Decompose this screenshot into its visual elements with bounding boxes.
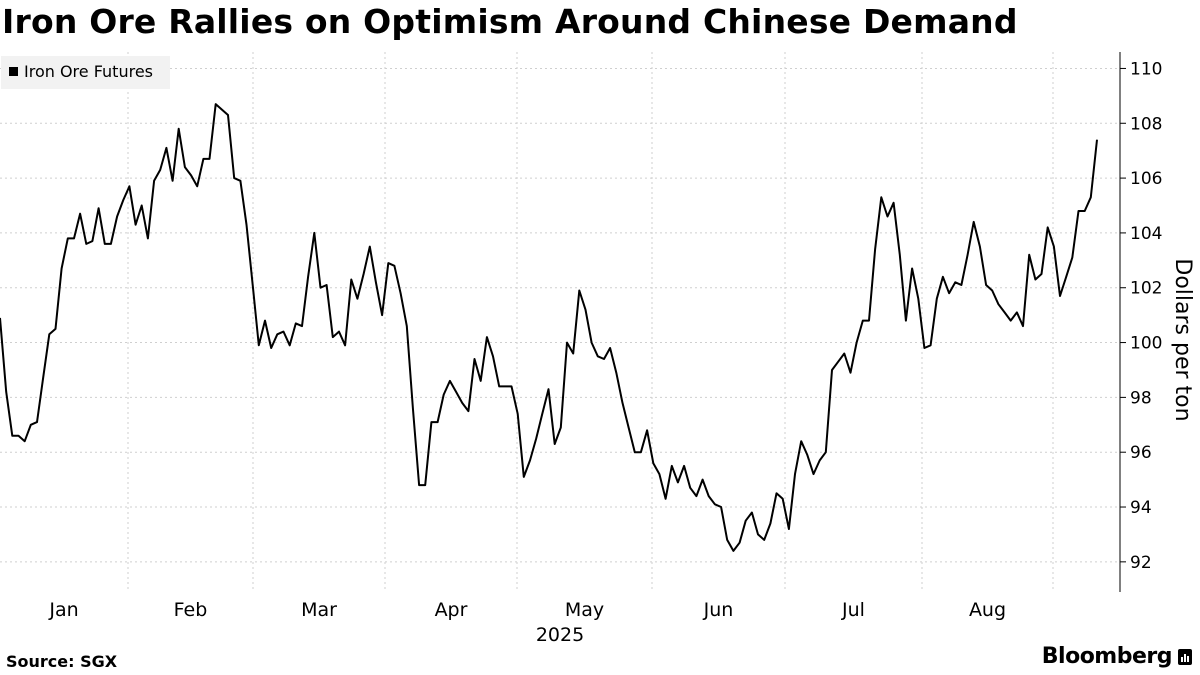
chart-title: Iron Ore Rallies on Optimism Around Chin… bbox=[2, 2, 1018, 41]
legend-entry: Iron Ore Futures bbox=[24, 62, 153, 81]
x-tick-label-jul: Jul bbox=[841, 599, 865, 621]
y-axis-title: Dollars per ton bbox=[1170, 258, 1195, 421]
y-tick-label: 102 bbox=[1130, 279, 1162, 299]
y-tick-label: 100 bbox=[1130, 334, 1162, 354]
x-tick-label-may: May bbox=[565, 599, 604, 621]
x-axis-labels: Jan Feb Mar Apr May Jun Jul Aug bbox=[48, 599, 1006, 621]
bloomberg-logo: Bloomberg bbox=[1041, 644, 1173, 669]
brand: Bloomberg bbox=[1042, 644, 1192, 669]
x-axis-year-label: 2025 bbox=[536, 624, 584, 646]
y-tick-label: 108 bbox=[1130, 114, 1162, 134]
y-tick-label: 98 bbox=[1130, 388, 1152, 408]
legend: Iron Ore Futures bbox=[1, 56, 170, 89]
y-tick-label: 104 bbox=[1130, 224, 1162, 244]
source-note: Source: SGX bbox=[6, 652, 118, 671]
x-tick-label-jun: Jun bbox=[703, 599, 734, 621]
x-tick-label-mar: Mar bbox=[301, 599, 337, 621]
x-tick-label-aug: Aug bbox=[969, 599, 1006, 621]
bloomberg-mark-icon bbox=[1178, 648, 1192, 665]
y-axis: 92 94 96 98 100 102 104 106 108 110 bbox=[1119, 52, 1162, 592]
series-line-iron-ore-futures bbox=[0, 103, 1098, 552]
x-tick-label-feb: Feb bbox=[174, 599, 208, 621]
y-tick-label: 106 bbox=[1130, 169, 1162, 189]
legend-background bbox=[1, 56, 170, 89]
y-tick-label: 92 bbox=[1130, 553, 1152, 573]
x-tick-label-jan: Jan bbox=[48, 599, 78, 621]
y-tick-label: 110 bbox=[1130, 59, 1162, 79]
gridlines bbox=[0, 67, 1120, 563]
y-tick-label: 94 bbox=[1130, 498, 1152, 518]
x-axis-ticks bbox=[127, 52, 1054, 592]
x-tick-label-apr: Apr bbox=[435, 599, 468, 621]
y-tick-label: 96 bbox=[1130, 443, 1152, 463]
legend-swatch bbox=[9, 67, 18, 76]
